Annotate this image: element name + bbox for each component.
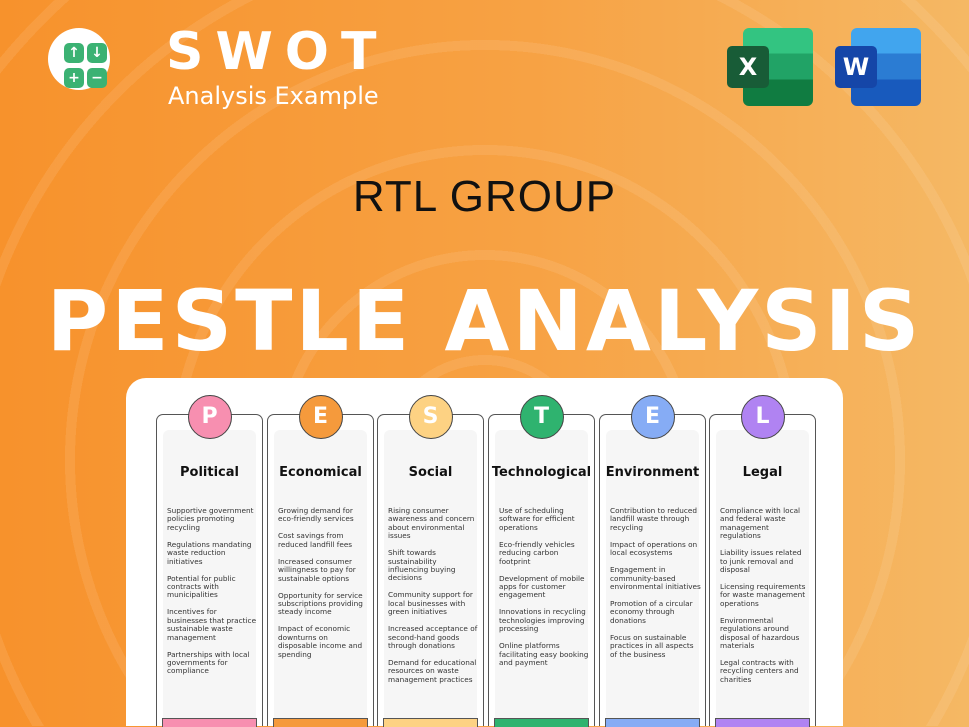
letter-badge: E bbox=[298, 395, 343, 439]
list-item: Use of scheduling software for efficient… bbox=[499, 506, 575, 532]
list-item: Innovations in recycling technologies im… bbox=[499, 607, 586, 634]
column-panel bbox=[384, 430, 477, 726]
list-item: Cost savings from reduced landfill fees bbox=[278, 531, 353, 549]
list-item: Development of mobile apps for customer … bbox=[499, 573, 585, 600]
brand-title: SWOT bbox=[166, 22, 389, 82]
pestle-column-environment: E Environment Contribution to reduced lan… bbox=[599, 395, 706, 727]
list-item: Impact of economic downturns on disposab… bbox=[278, 624, 363, 659]
column-title: Political bbox=[180, 465, 239, 480]
pestle-column-social: S Social Rising consumer awareness and co… bbox=[377, 395, 484, 727]
column-title: Environment bbox=[605, 465, 700, 480]
letter-badge: E bbox=[630, 395, 675, 439]
list-item: Partnerships with local governments for … bbox=[167, 649, 250, 676]
letter-badge: S bbox=[408, 395, 453, 439]
list-item: Rising consumer awareness and concern ab… bbox=[388, 506, 475, 541]
column-title: Technological bbox=[491, 465, 592, 480]
color-bar bbox=[605, 718, 700, 727]
column-panel bbox=[606, 430, 699, 726]
list-item: Licensing requirements for waste managem… bbox=[720, 582, 806, 608]
list-item: Eco-friendly vehicles reducing carbon fo… bbox=[499, 539, 575, 566]
list-item: Online platforms facilitating easy booki… bbox=[499, 641, 589, 668]
plus-icon: + bbox=[64, 68, 84, 88]
minus-icon: − bbox=[87, 68, 107, 88]
pestle-column-political: P Political Supportive government policie… bbox=[156, 395, 263, 727]
excel-icon[interactable]: X bbox=[727, 28, 813, 106]
list-item: Growing demand for eco-friendly services bbox=[278, 506, 354, 524]
column-title: Social bbox=[408, 465, 453, 480]
list-item: Potential for public contracts with muni… bbox=[167, 573, 236, 600]
column-panel bbox=[716, 430, 809, 726]
list-item: Focus on sustainable practices in all as… bbox=[610, 632, 694, 659]
list-item: Impact of operations on local ecosystems bbox=[610, 539, 698, 558]
letter-badge: L bbox=[740, 395, 785, 439]
brand-subtitle: Analysis Example bbox=[168, 82, 379, 110]
list-item: Regulations mandating waste reduction in… bbox=[167, 539, 252, 566]
color-bar bbox=[494, 718, 589, 727]
word-icon[interactable]: W bbox=[835, 28, 921, 106]
column-panel bbox=[495, 430, 588, 726]
color-bar bbox=[162, 718, 257, 727]
list-item: Legal contracts with recycling centers a… bbox=[720, 658, 799, 684]
list-item: Contribution to reduced landfill waste t… bbox=[610, 506, 697, 532]
list-item: Promotion of a circular economy through … bbox=[610, 599, 693, 625]
list-item: Increased consumer willingness to pay fo… bbox=[278, 556, 356, 583]
list-item: Opportunity for service subscriptions pr… bbox=[278, 590, 363, 617]
column-panel bbox=[163, 430, 256, 726]
page-title: PESTLE ANALYSIS bbox=[46, 272, 923, 370]
letter-badge: T bbox=[519, 395, 564, 439]
swot-logo: ↑ ↓ + − bbox=[48, 28, 110, 90]
list-item: Environmental regulations around disposa… bbox=[720, 615, 800, 651]
pestle-column-economical: E Economical Growing demand for eco-frien… bbox=[267, 395, 374, 727]
company-name: RTL GROUP bbox=[352, 172, 617, 221]
list-item: Engagement in community-based environmen… bbox=[610, 565, 701, 592]
pestle-column-technological: T Technological Use of scheduling softwar… bbox=[488, 395, 595, 727]
column-panel bbox=[274, 430, 367, 726]
color-bar bbox=[273, 718, 368, 727]
list-item: Supportive government policies promoting… bbox=[167, 506, 254, 532]
column-title: Economical bbox=[279, 465, 362, 480]
color-bar bbox=[383, 718, 478, 727]
arrow-up-icon: ↑ bbox=[64, 43, 84, 63]
list-item: Community support for local businesses w… bbox=[388, 590, 473, 617]
list-item: Liability issues related to junk removal… bbox=[720, 548, 802, 575]
color-bar bbox=[715, 718, 810, 727]
list-item: Increased acceptance of second-hand good… bbox=[388, 624, 478, 651]
letter-badge: P bbox=[187, 395, 232, 439]
list-item: Incentives for businesses that practice … bbox=[167, 607, 257, 642]
arrow-down-icon: ↓ bbox=[87, 43, 107, 63]
list-item: Demand for educational resources on wast… bbox=[388, 658, 477, 684]
list-item: Compliance with local and federal waste … bbox=[720, 506, 801, 541]
pestle-column-legal: L Legal Compliance with local and federal… bbox=[709, 395, 816, 727]
list-item: Shift towards sustainability influencing… bbox=[388, 548, 456, 583]
column-title: Legal bbox=[742, 465, 783, 480]
